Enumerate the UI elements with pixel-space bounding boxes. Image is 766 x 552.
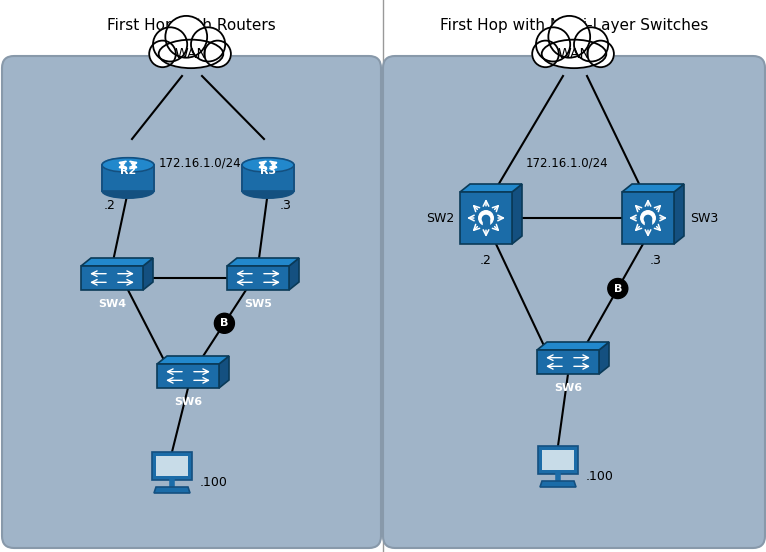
Text: .3: .3 <box>280 199 292 212</box>
Text: SW6: SW6 <box>174 397 202 407</box>
Polygon shape <box>460 192 512 244</box>
Ellipse shape <box>102 184 154 198</box>
Polygon shape <box>157 364 219 388</box>
Text: First Hop with Routers: First Hop with Routers <box>106 18 275 33</box>
Circle shape <box>536 27 570 61</box>
Text: .100: .100 <box>200 475 228 489</box>
Polygon shape <box>674 184 684 244</box>
FancyBboxPatch shape <box>383 56 765 548</box>
Circle shape <box>165 16 207 58</box>
Polygon shape <box>460 184 522 192</box>
Polygon shape <box>622 192 674 244</box>
Ellipse shape <box>542 40 607 68</box>
Polygon shape <box>540 481 576 487</box>
Polygon shape <box>227 258 299 266</box>
Polygon shape <box>599 342 609 374</box>
Text: R2: R2 <box>119 167 136 177</box>
Circle shape <box>479 211 493 225</box>
Ellipse shape <box>242 184 294 198</box>
Ellipse shape <box>102 158 154 172</box>
Polygon shape <box>537 350 599 374</box>
Circle shape <box>214 314 234 333</box>
Text: 172.16.1.0/24: 172.16.1.0/24 <box>525 157 608 169</box>
Text: SW2: SW2 <box>426 211 454 225</box>
Polygon shape <box>157 356 229 364</box>
Ellipse shape <box>242 158 294 172</box>
Circle shape <box>607 279 628 299</box>
Ellipse shape <box>159 40 224 68</box>
Text: .100: .100 <box>586 470 614 482</box>
Circle shape <box>191 27 225 61</box>
Text: .2: .2 <box>480 254 492 267</box>
FancyBboxPatch shape <box>2 56 381 548</box>
Circle shape <box>574 27 608 61</box>
Text: .3: .3 <box>650 254 662 267</box>
Polygon shape <box>538 446 578 474</box>
Text: B: B <box>614 284 622 294</box>
Polygon shape <box>152 452 192 480</box>
Polygon shape <box>154 487 190 493</box>
Polygon shape <box>102 165 154 191</box>
Text: SW3: SW3 <box>690 211 719 225</box>
Polygon shape <box>81 266 143 290</box>
Polygon shape <box>537 342 609 350</box>
Circle shape <box>483 215 489 222</box>
Polygon shape <box>289 258 299 290</box>
Polygon shape <box>622 184 684 192</box>
Circle shape <box>205 41 231 67</box>
Text: SW4: SW4 <box>98 299 126 309</box>
Text: WAN: WAN <box>175 47 208 61</box>
Circle shape <box>640 211 655 225</box>
Polygon shape <box>81 258 153 266</box>
Circle shape <box>149 41 176 67</box>
Polygon shape <box>542 450 574 470</box>
Polygon shape <box>512 184 522 244</box>
Polygon shape <box>156 456 188 476</box>
Text: B: B <box>220 319 228 328</box>
Circle shape <box>588 41 614 67</box>
Text: SW6: SW6 <box>554 383 582 393</box>
Circle shape <box>644 215 652 222</box>
Polygon shape <box>143 258 153 290</box>
Text: First Hop with Multi-Layer Switches: First Hop with Multi-Layer Switches <box>440 18 709 33</box>
Circle shape <box>532 41 559 67</box>
Text: WAN: WAN <box>558 47 591 61</box>
Text: R3: R3 <box>260 167 276 177</box>
Text: .2: .2 <box>104 199 116 212</box>
Polygon shape <box>242 165 294 191</box>
FancyBboxPatch shape <box>645 220 651 225</box>
Polygon shape <box>219 356 229 388</box>
FancyBboxPatch shape <box>483 220 489 225</box>
Circle shape <box>153 27 187 61</box>
Polygon shape <box>227 266 289 290</box>
Circle shape <box>548 16 590 58</box>
Text: 172.16.1.0/24: 172.16.1.0/24 <box>159 157 241 169</box>
Text: SW5: SW5 <box>244 299 272 309</box>
